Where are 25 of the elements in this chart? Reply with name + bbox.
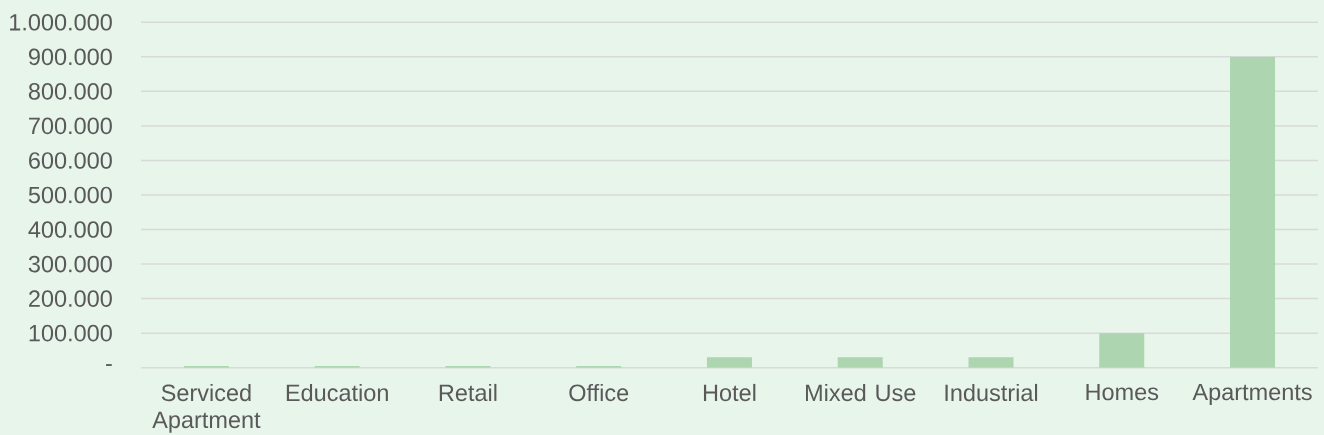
x-tick-label: Education [286,383,388,402]
x-tick-label: Retail [439,383,497,402]
y-tick-label: - [106,364,112,366]
y-tick-label: 700.000 [29,117,112,135]
bar [706,357,752,368]
y-tick-label: 200.000 [29,290,112,307]
y-tick-label: 1.000.000 [10,13,112,31]
y-tick-label: 800.000 [28,83,112,100]
x-tick-label: Mixed Use [806,383,916,402]
x-tick-label: Industrial [945,383,1038,402]
x-tick-label: Homes [1086,383,1159,401]
y-tick-label: 600.000 [29,152,112,169]
y-tick-label: 400.000 [28,221,112,238]
y-tick-label: 900.000 [28,48,112,66]
x-tick-label: Hotel [703,383,756,402]
x-tick-label: Serviced Apartment [152,383,261,433]
y-tick-label: 300.000 [28,255,112,273]
bar [968,357,1014,368]
x-tick-label: Apartments [1192,383,1312,405]
bar [1230,56,1276,368]
y-tick-label: 500.000 [28,186,112,204]
bar [1099,333,1145,368]
y-tick-label: 100.000 [29,324,112,342]
x-tick-label: Office [569,383,629,402]
bar [837,357,883,368]
